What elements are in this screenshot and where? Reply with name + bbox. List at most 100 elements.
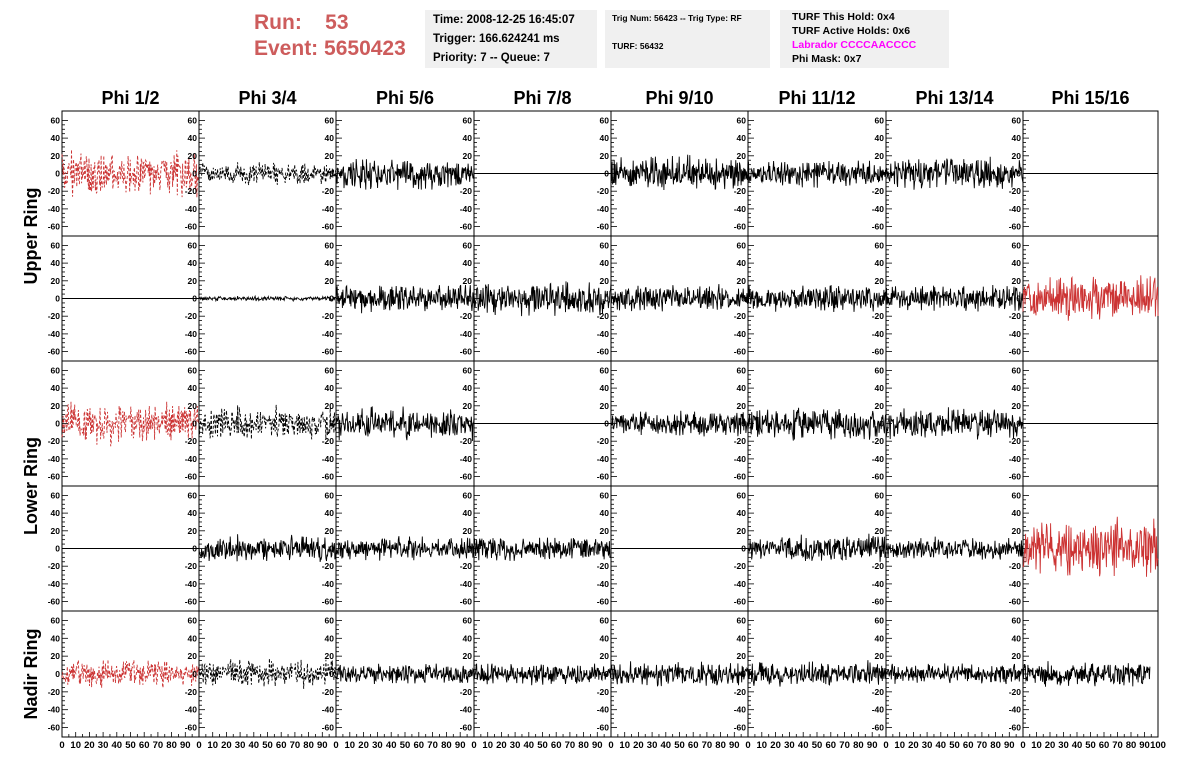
y-tick-label: 40: [875, 633, 885, 643]
waveform-panel: 60 40 20 0 -20 -40 -60: [322, 235, 475, 362]
x-tick-label: 90: [1139, 740, 1150, 751]
waveform-panel: 60 40 20 0 -20 -40 -60: [597, 610, 749, 738]
y-tick-label: -60: [597, 597, 610, 607]
waveform-trace: [335, 536, 475, 561]
y-tick-label: 0: [55, 419, 60, 429]
y-tick-label: -40: [48, 579, 61, 589]
y-tick-label: -20: [185, 687, 198, 697]
y-tick-label: -20: [322, 311, 335, 321]
y-tick-label: -40: [185, 329, 198, 339]
y-tick-label: 60: [600, 115, 610, 125]
waveform-trace: [473, 537, 612, 561]
priority-text: Priority: 7 -- Queue: 7: [433, 52, 550, 64]
y-tick-label: -20: [734, 311, 747, 321]
y-tick-label: -20: [48, 436, 61, 446]
y-tick-label: 40: [51, 383, 61, 393]
y-tick-label: 60: [463, 615, 473, 625]
x-tick-label: 80: [990, 740, 1001, 751]
y-tick-label: -40: [872, 454, 885, 464]
x-tick-label: 80: [441, 740, 452, 751]
y-tick-label: 40: [875, 133, 885, 143]
trigger-text: Trigger: 166.624241 ms: [433, 33, 560, 45]
x-tick-label: 40: [524, 740, 535, 751]
x-tick-label: 70: [977, 740, 988, 751]
waveform-trace: [198, 294, 337, 303]
waveform-panel: 60 40 20 0 -20 -40 -60: [734, 235, 887, 362]
waveform-trace: [885, 407, 1024, 440]
y-tick-label: 0: [741, 294, 746, 304]
x-tick-label: 90: [867, 740, 878, 751]
x-tick-label: 0: [333, 740, 338, 751]
y-tick-label: 20: [737, 276, 747, 286]
y-tick-label: 20: [325, 526, 335, 536]
y-tick-label: -40: [48, 454, 61, 464]
x-tick-label: 30: [98, 740, 109, 751]
y-tick-label: -40: [322, 204, 335, 214]
x-tick-label: 10: [207, 740, 218, 751]
y-tick-label: 40: [737, 633, 747, 643]
y-tick-label: -40: [185, 579, 198, 589]
waveform-panel: 60 40 20 0 -20 -40 -60: [322, 360, 475, 487]
x-tick-label: 0: [1020, 740, 1025, 751]
y-tick-label: -60: [597, 347, 610, 357]
waveform-trace: [61, 659, 200, 689]
y-tick-label: 40: [325, 508, 335, 518]
waveform-panel: 60 40 20 0 -20 -40 -60: [48, 485, 200, 612]
y-tick-label: 0: [329, 544, 334, 554]
y-tick-label: 60: [875, 365, 885, 375]
y-tick-label: -40: [597, 329, 610, 339]
y-tick-label: -40: [1009, 204, 1022, 214]
column-header: Phi 7/8: [513, 88, 571, 108]
y-tick-label: -60: [872, 472, 885, 482]
x-tick-label: 20: [908, 740, 919, 751]
y-tick-label: 0: [467, 169, 472, 179]
x-tick-label: 20: [221, 740, 232, 751]
x-tick-label: 60: [414, 740, 425, 751]
x-tick-label: 10: [70, 740, 81, 751]
y-tick-label: -40: [460, 204, 473, 214]
y-tick-label: 20: [1012, 526, 1022, 536]
y-tick-label: 60: [1012, 615, 1022, 625]
y-tick-label: -20: [734, 561, 747, 571]
waveform-panel: 60 40 20 0 -20 -40 -60: [322, 610, 475, 738]
y-tick-label: -40: [322, 454, 335, 464]
y-tick-label: 60: [737, 240, 747, 250]
waveform-panel: 60 40 20 0 -20 -40 -60: [1009, 485, 1159, 612]
y-tick-label: -60: [48, 347, 61, 357]
y-tick-label: 60: [188, 240, 198, 250]
waveform-panel: 60 40 20 0 -20 -40 -60: [185, 360, 337, 487]
y-tick-label: 0: [1016, 169, 1021, 179]
y-tick-label: 0: [192, 544, 197, 554]
y-tick-label: 0: [329, 669, 334, 679]
y-tick-label: -60: [185, 347, 198, 357]
waveform-panel: 60 40 20 0 -20 -40 -60: [597, 485, 749, 612]
y-tick-label: 40: [51, 133, 61, 143]
y-tick-label: -60: [322, 723, 335, 733]
y-tick-label: -20: [1009, 561, 1022, 571]
x-tick-label: 40: [661, 740, 672, 751]
y-tick-label: 40: [463, 383, 473, 393]
x-tick-label: 30: [372, 740, 383, 751]
waveform-trace: [885, 284, 1024, 312]
waveform-panel: 60 40 20 0 -20 -40 -60: [185, 110, 337, 237]
waveform-panel: 60 40 20 0 -20 -40 -60: [872, 360, 1024, 487]
x-tick-label: 50: [262, 740, 273, 751]
waveform-trace: [1022, 275, 1159, 321]
x-tick-label: 40: [798, 740, 809, 751]
y-tick-label: 40: [1012, 133, 1022, 143]
x-tick-label: 70: [839, 740, 850, 751]
y-tick-label: -60: [734, 472, 747, 482]
y-tick-label: 40: [463, 633, 473, 643]
y-tick-label: 20: [188, 151, 198, 161]
y-tick-label: -40: [48, 329, 61, 339]
y-tick-label: -20: [185, 311, 198, 321]
y-tick-label: 60: [875, 115, 885, 125]
y-tick-label: 60: [188, 115, 198, 125]
turf-active-holds-text: TURF Active Holds: 0x6: [792, 25, 911, 37]
y-tick-label: 60: [737, 490, 747, 500]
y-tick-label: 60: [737, 365, 747, 375]
y-tick-label: 60: [188, 490, 198, 500]
waveform-panel: 60 40 20 0 -20 -40 -60: [872, 235, 1024, 362]
y-tick-label: 0: [329, 294, 334, 304]
y-tick-label: 20: [325, 651, 335, 661]
